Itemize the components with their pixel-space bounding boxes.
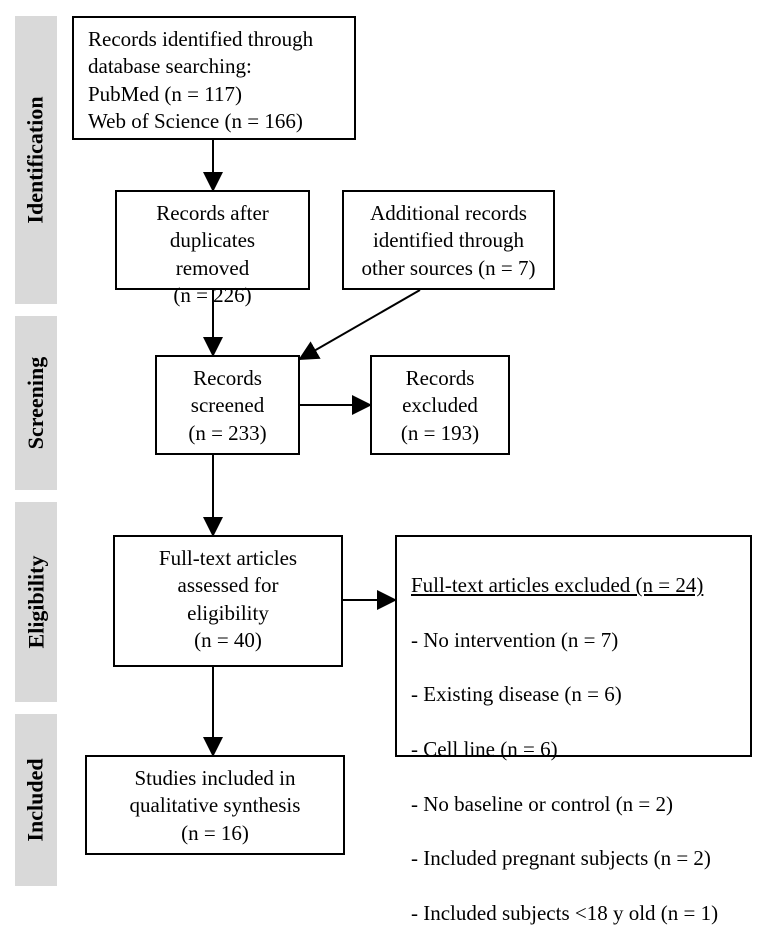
ft-excluded-reason-5: - Included subjects <18 y old (n = 1) xyxy=(411,901,718,925)
arrows-layer xyxy=(0,0,781,901)
prisma-flowchart: Identification Screening Eligibility Inc… xyxy=(0,0,781,901)
